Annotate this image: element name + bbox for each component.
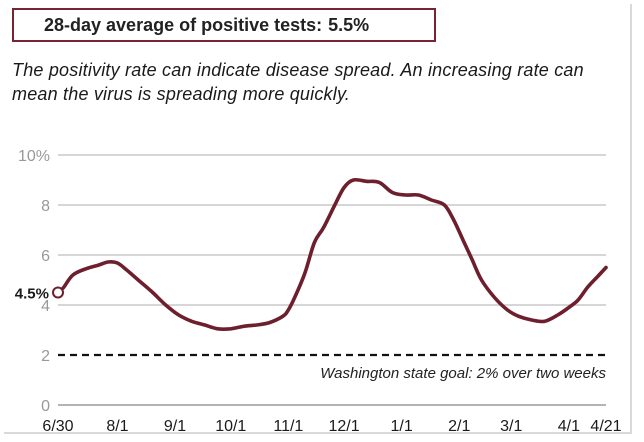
goal-label: Washington state goal: 2% over two weeks: [320, 365, 606, 382]
headline-value: 5.5%: [328, 14, 370, 35]
x-tick-label: 1/1: [391, 418, 413, 435]
x-tick-label: 2/1: [448, 418, 470, 435]
chart-frame: [4, 4, 632, 434]
x-tick-label: 8/1: [106, 418, 128, 435]
x-tick-label: 3/1: [500, 418, 522, 435]
y-tick-label: 4: [41, 298, 50, 315]
x-tick-label: 12/1: [329, 418, 360, 435]
y-tick-label: 10%: [18, 148, 50, 165]
start-point-marker: [52, 286, 64, 299]
x-tick-label: 4/1: [558, 418, 580, 435]
headline-label: 28-day average of positive tests:: [44, 14, 323, 35]
chart-description: The positivity rate can indicate disease…: [12, 60, 584, 104]
x-tick-label: 4/21: [590, 418, 621, 435]
average-headline: 28-day average of positive tests: 5.5%: [12, 8, 436, 42]
y-tick-label: 2: [41, 348, 50, 365]
start-value-label: 4.5%: [15, 286, 49, 303]
x-tick-label: 6/30: [42, 418, 73, 435]
x-tick-label: 9/1: [164, 418, 186, 435]
series-line: [56, 177, 608, 331]
x-tick-label: 11/1: [273, 418, 303, 435]
y-tick-label: 0: [41, 398, 50, 415]
y-tick-label: 8: [41, 198, 50, 215]
y-tick-label: 6: [41, 248, 50, 265]
x-tick-label: 10/1: [215, 418, 246, 435]
